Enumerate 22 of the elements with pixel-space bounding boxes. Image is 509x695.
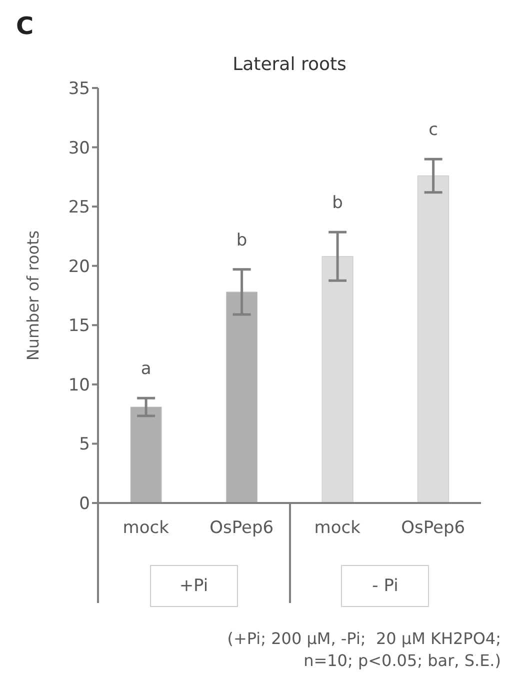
y-tick-label: 15	[68, 316, 90, 336]
text: (+Pi; 200 µM, -Pi; 20 µM KH2PO4; n=10; p<0.05; bar, S.E.)	[227, 628, 501, 672]
annotation: b	[332, 193, 343, 214]
x-tick-label: mock	[314, 518, 361, 538]
annotation: c	[428, 120, 438, 140]
label-frame: +Pi	[150, 565, 238, 607]
y-tick-label: 10	[68, 375, 90, 396]
y-tick-label: 20	[68, 256, 90, 277]
x-tick-label: OsPep6	[210, 518, 274, 538]
y-tick-label: 35	[68, 79, 90, 100]
y-tick-label: 0	[79, 494, 90, 514]
x-tick-label: OsPep6	[401, 518, 466, 538]
annotation: b	[236, 230, 248, 250]
annotation: a	[140, 359, 152, 380]
y-axis-title: Number of roots	[24, 230, 43, 361]
x-tick-label: mock	[122, 518, 170, 538]
chart-title: Lateral roots	[232, 54, 348, 75]
y-tick-label: 30	[68, 138, 90, 158]
text: C	[16, 12, 34, 40]
y-tick-label: 5	[79, 434, 90, 455]
y-tick-label: 25	[68, 198, 90, 218]
label-frame: - Pi	[341, 565, 430, 607]
